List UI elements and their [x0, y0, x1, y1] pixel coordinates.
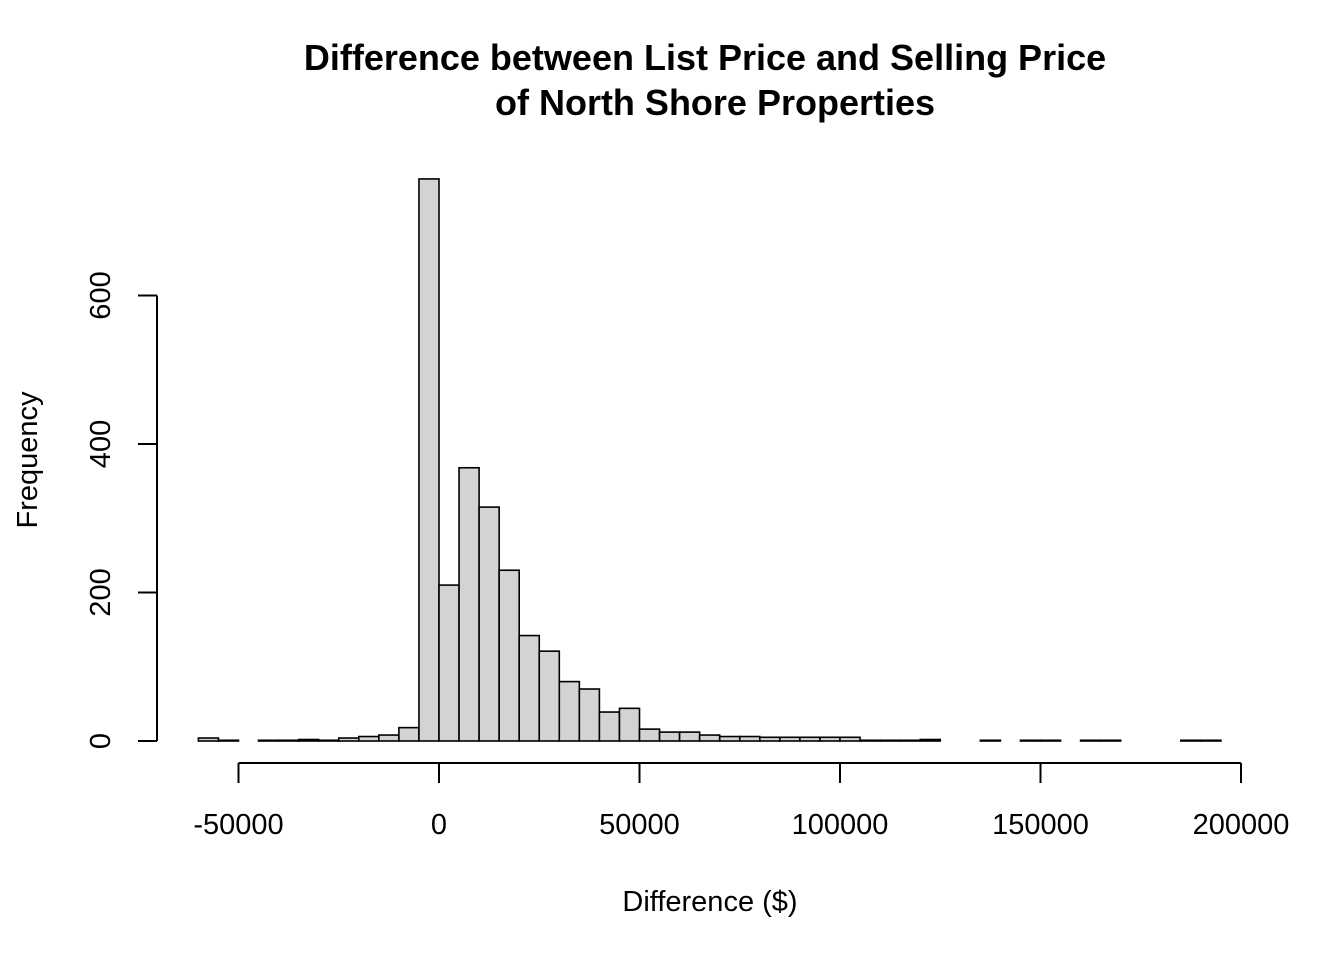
histogram-bar: [1039, 739, 1062, 742]
histogram-bar: [819, 736, 841, 742]
histogram-bar: [558, 680, 581, 742]
histogram-bar: [317, 739, 340, 742]
x-axis-label: Difference ($): [622, 886, 797, 918]
histogram-bars: [197, 178, 1222, 742]
histogram-bar: [378, 734, 400, 742]
y-axis-label: Frequency: [12, 391, 44, 529]
histogram-bar: [518, 634, 541, 742]
x-tick-label: 200000: [1193, 809, 1290, 841]
histogram-bar: [678, 731, 701, 742]
histogram-bar: [638, 728, 661, 742]
histogram-bar: [758, 736, 781, 742]
chart-title-line-2: of North Shore Properties: [495, 82, 935, 123]
x-tick-label: 150000: [992, 809, 1089, 841]
y-tick-label: 600: [85, 271, 117, 319]
histogram-bar: [498, 569, 520, 742]
histogram-bar: [197, 737, 220, 742]
histogram-bar: [879, 739, 901, 742]
y-tick-label: 400: [85, 420, 117, 468]
histogram-bar: [538, 650, 561, 742]
y-axis: 0 200 400 600: [85, 271, 158, 749]
histogram-bar: [718, 735, 741, 742]
histogram-bar: [1200, 739, 1222, 742]
histogram-bar: [738, 735, 761, 742]
histogram-bar: [478, 506, 500, 742]
histogram-bar: [598, 711, 621, 742]
histogram-bar: [919, 738, 942, 742]
histogram-bar: [859, 739, 881, 742]
histogram-bar: [698, 734, 721, 742]
histogram-bar: [1180, 739, 1202, 742]
histogram-bar: [618, 707, 641, 742]
histogram-bar: [1099, 739, 1122, 742]
histogram-bar: [1079, 739, 1102, 742]
histogram-bar: [257, 739, 280, 742]
histogram-bar: [839, 736, 861, 742]
histogram-bar: [458, 466, 480, 742]
histogram-bar: [799, 736, 821, 742]
histogram-bar: [398, 726, 420, 742]
x-tick-label: -50000: [193, 809, 283, 841]
x-axis: -50000 0 50000 100000 150000 200000: [193, 762, 1290, 841]
histogram-bar: [979, 739, 1002, 742]
x-tick-label: 100000: [792, 809, 889, 841]
y-tick-label: 0: [85, 733, 117, 749]
histogram-bar: [658, 731, 681, 742]
y-tick-label: 200: [85, 568, 117, 616]
histogram-bar: [899, 739, 922, 742]
x-tick-label: 0: [431, 809, 447, 841]
histogram-bar: [277, 739, 300, 742]
histogram-bar: [418, 178, 440, 742]
histogram-bar: [1019, 739, 1042, 742]
histogram-bar: [297, 738, 320, 742]
chart-title-line-1: Difference between List Price and Sellin…: [304, 37, 1106, 78]
histogram-bar: [438, 584, 460, 742]
histogram-bar: [578, 688, 601, 742]
histogram-bar: [217, 739, 240, 742]
histogram-bar: [337, 737, 360, 742]
histogram-bar: [357, 735, 380, 742]
histogram-bar: [779, 736, 801, 742]
x-tick-label: 50000: [599, 809, 680, 841]
